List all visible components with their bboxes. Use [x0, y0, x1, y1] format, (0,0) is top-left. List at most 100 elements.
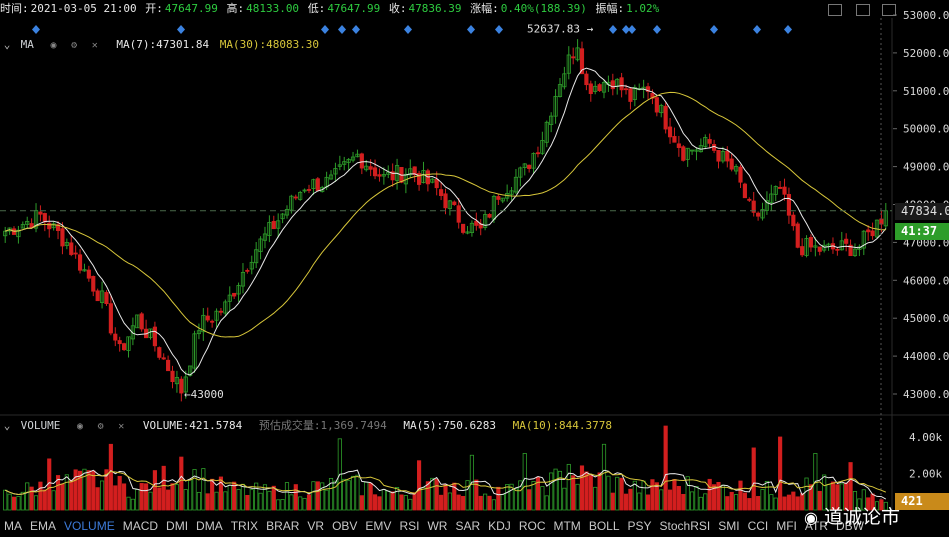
volume-collapse-chevron-icon[interactable]: ⌄ [3, 419, 11, 432]
volume-bar [276, 499, 281, 511]
signal-diamond-icon [321, 25, 329, 34]
candle-body [161, 357, 166, 360]
candle-body [249, 261, 254, 270]
tab-emv[interactable]: EMV [365, 519, 392, 533]
volume-bar [738, 480, 743, 511]
candle-body [870, 230, 875, 237]
tab-mfi[interactable]: MFI [776, 519, 797, 533]
collapse-chevron-icon[interactable]: ⌄ [3, 38, 11, 51]
candle-body [16, 229, 21, 238]
candle-body [117, 340, 122, 345]
tab-rsi[interactable]: RSI [399, 519, 420, 533]
tab-ema[interactable]: EMA [30, 519, 57, 533]
tab-macd[interactable]: MACD [122, 519, 159, 533]
candle-body [20, 224, 25, 229]
volume-bar [412, 492, 417, 511]
volume-bar [135, 489, 140, 511]
candle-body [157, 347, 162, 358]
candle-body [390, 171, 395, 181]
volume-bar [557, 470, 563, 511]
tab-ma[interactable]: MA [4, 519, 22, 533]
volume-bar [518, 480, 523, 511]
candle-body [77, 254, 83, 271]
volume-bar [773, 497, 778, 511]
tab-mtm[interactable]: MTM [553, 519, 581, 533]
ohlc-info-bar: 时间: 2021-03-05 21:00 开: 47647.99 高: 48133.0… [0, 0, 661, 18]
watermark: ◉ 道诚论市 [804, 502, 900, 529]
candle-body [284, 209, 290, 216]
price-tick-label: 50000.00 [903, 123, 949, 136]
candle-body [293, 196, 298, 199]
tab-stochrsi[interactable]: StochRSI [659, 519, 711, 533]
candle-body [597, 84, 602, 92]
tab-dbw[interactable]: DBW [836, 519, 865, 533]
volume-bar [69, 479, 74, 511]
tab-wr[interactable]: WR [427, 519, 448, 533]
tab-atr[interactable]: ATR [804, 519, 829, 533]
volume-indicator-row: ⌄ VOLUME ◉ ⚙ ✕ VOLUME:421.5784 预估成交量:1,3… [0, 418, 622, 434]
tab-trix[interactable]: TRIX [230, 519, 259, 533]
candle-body [751, 200, 756, 213]
signal-diamond-icon [609, 25, 617, 34]
tab-obv[interactable]: OBV [332, 519, 358, 533]
volume-bar [122, 483, 127, 511]
visibility-eye-icon[interactable]: ◉ [50, 40, 57, 51]
volume-bar [117, 475, 122, 511]
candle-body [764, 200, 769, 211]
volume-bar [381, 489, 386, 511]
candle-body [377, 174, 382, 177]
volume-bar [271, 485, 276, 511]
volume-bar [192, 469, 197, 511]
volume-bar [808, 484, 814, 511]
candle-body [593, 85, 598, 92]
candle-body [33, 210, 39, 229]
volume-bar [126, 496, 131, 511]
volume-gear-icon[interactable]: ⚙ [97, 421, 104, 432]
volume-bar [439, 494, 444, 511]
tab-dmi[interactable]: DMI [166, 519, 189, 533]
tab-smi[interactable]: SMI [718, 519, 740, 533]
volume-bar [218, 476, 224, 511]
volume-bar [610, 492, 615, 511]
minimize-icon[interactable] [856, 4, 870, 16]
tab-sar[interactable]: SAR [455, 519, 481, 533]
candle-body [535, 152, 541, 155]
volume-bar [729, 491, 734, 511]
candle-body [289, 195, 294, 211]
volume-bar [311, 481, 316, 511]
candle-body [650, 92, 655, 99]
volume-bar [25, 482, 30, 511]
candle-body [179, 378, 184, 394]
tab-psy[interactable]: PSY [627, 519, 652, 533]
tab-dma[interactable]: DMA [196, 519, 223, 533]
maximize-icon[interactable] [882, 4, 896, 16]
tab-cci[interactable]: CCI [747, 519, 769, 533]
volume-bar [394, 487, 400, 511]
tab-kdj[interactable]: KDJ [488, 519, 511, 533]
tab-brar[interactable]: BRAR [266, 519, 300, 533]
volume-bar [601, 443, 607, 511]
volume-bar [791, 491, 796, 511]
tab-vr[interactable]: VR [307, 519, 325, 533]
screenshot-icon[interactable] [828, 4, 842, 16]
candle-body [800, 246, 805, 256]
volume-bar [425, 481, 430, 511]
candle-body [571, 56, 576, 59]
signal-diamond-icon [628, 25, 636, 34]
settings-gear-icon[interactable]: ⚙ [71, 40, 78, 51]
volume-bar [615, 476, 620, 511]
price-tick-label: 52000.00 [903, 47, 949, 60]
volume-bar [681, 493, 686, 511]
tab-volume[interactable]: VOLUME [64, 519, 115, 533]
volume-bar [342, 478, 347, 511]
volume-bar [725, 496, 730, 511]
close-icon[interactable]: ✕ [91, 40, 98, 51]
tab-boll[interactable]: BOLL [588, 519, 620, 533]
tab-roc[interactable]: ROC [518, 519, 546, 533]
candle-body [852, 248, 858, 257]
volume-bar [280, 499, 285, 511]
volume-eye-icon[interactable]: ◉ [76, 421, 84, 432]
volume-close-icon[interactable]: ✕ [118, 421, 125, 432]
volume-bar [403, 495, 408, 511]
